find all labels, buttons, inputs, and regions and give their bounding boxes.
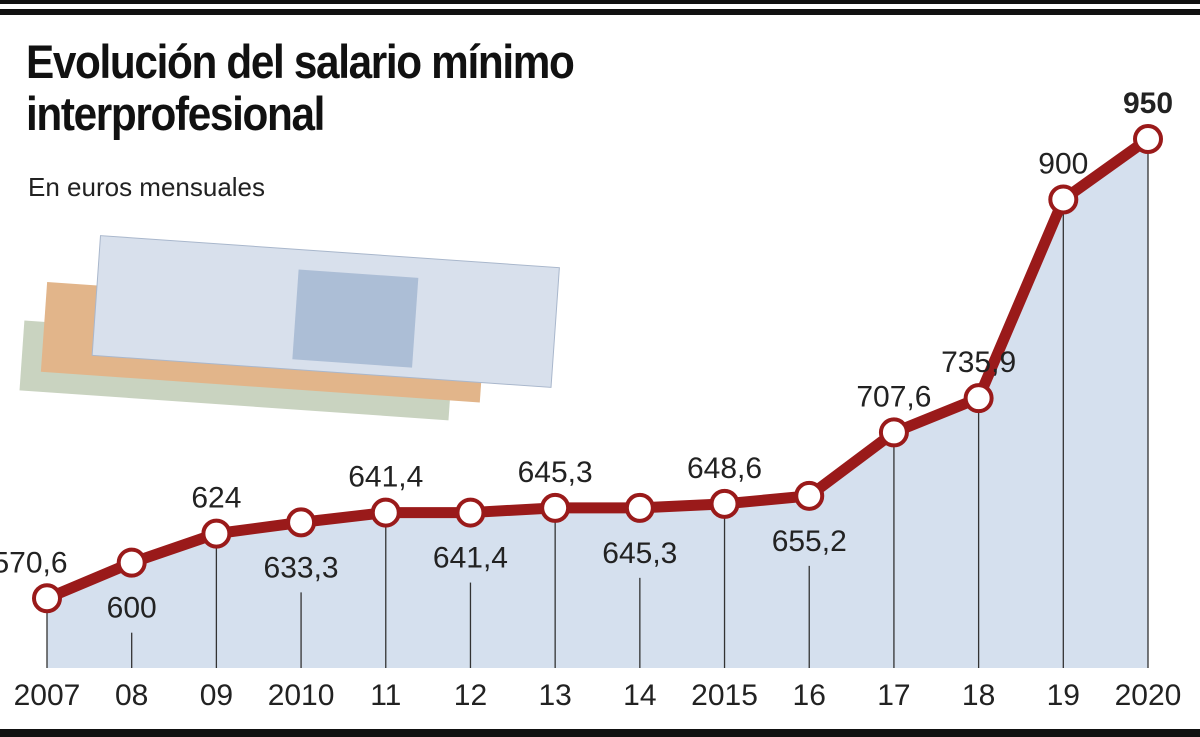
data-point [201,518,232,549]
x-tick-label: 08 [115,679,148,712]
x-tick-label: 2015 [691,679,758,712]
data-point [286,507,317,538]
data-label: 648,6 [687,452,762,485]
x-tick-label: 2020 [1115,679,1182,712]
chart-title: Evolución del salario mínimo interprofesi… [26,35,575,140]
x-tick-label: 11 [370,679,401,712]
x-tick-label: 17 [877,679,910,712]
data-label: 645,3 [602,537,677,570]
data-label: 600 [107,592,157,625]
x-tick-label: 18 [962,679,995,712]
data-point [540,492,571,523]
data-label: 735,9 [941,346,1016,379]
data-point [624,492,655,523]
bottom-rule [0,729,1200,737]
chart-subtitle: En euros mensuales [28,172,266,202]
x-tick-label: 19 [1047,679,1080,712]
x-tick-label: 14 [623,679,656,712]
x-tick-label: 16 [793,679,826,712]
x-tick-label: 13 [538,679,571,712]
data-point [1048,184,1079,215]
banknote-window [292,269,419,368]
data-label: 655,2 [772,525,847,558]
data-label: 707,6 [856,380,931,413]
data-label: 645,3 [518,456,593,489]
x-tick-label: 12 [454,679,487,712]
x-tick-label: 2010 [268,679,335,712]
data-point [963,383,994,414]
data-point [370,497,401,528]
euro-banknotes-illustration [19,235,560,421]
data-point [878,417,909,448]
data-point [455,497,486,528]
top-rule [0,0,1200,4]
x-tick-label: 2007 [14,679,81,712]
data-label: 633,3 [264,551,339,584]
top-rule-thick [0,9,1200,15]
data-point [116,547,147,578]
data-label: 570,6 [0,546,68,579]
data-point [709,488,740,519]
data-label: 641,4 [348,461,423,494]
data-label: 624 [191,482,241,515]
data-point [794,480,825,511]
data-label: 950 [1123,87,1173,120]
data-label: 641,4 [433,542,508,575]
data-point [32,583,62,614]
data-point [1133,124,1163,154]
x-tick-label: 09 [200,679,233,712]
area-fill [47,139,1148,668]
data-label: 900 [1038,148,1088,181]
